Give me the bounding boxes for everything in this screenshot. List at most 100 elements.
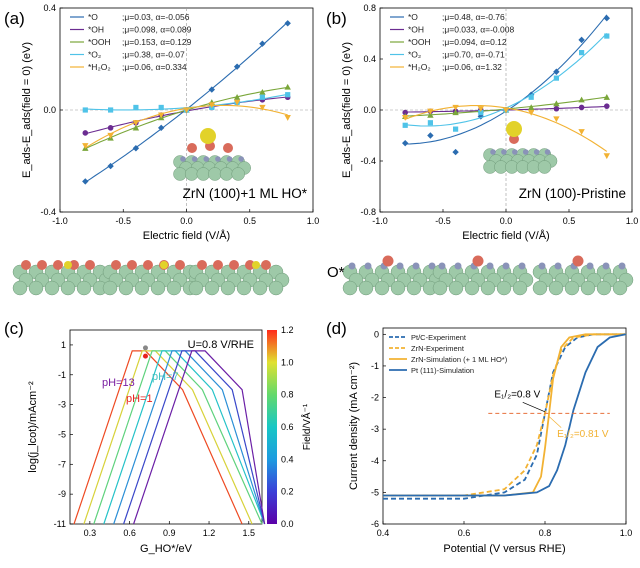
n-atom <box>191 156 198 162</box>
zr-atom <box>28 280 44 296</box>
zr-atom <box>12 280 28 296</box>
x-tick-label: 1.2 <box>203 528 216 538</box>
legend-name: Pt (111)-Simulation <box>411 366 474 375</box>
zr-atom <box>220 280 236 296</box>
x-tick-label: 0.0 <box>500 216 513 226</box>
annotation-ph1: pH=1 <box>126 393 153 405</box>
colorbar-tick-label: 0.8 <box>281 390 294 400</box>
zr-atom <box>102 280 118 296</box>
panel-label-d: (d) <box>326 319 347 338</box>
zr-atom <box>432 280 448 296</box>
x-tick-label: 0.6 <box>123 528 136 538</box>
data-point-OH <box>107 125 114 131</box>
n-atom <box>533 149 540 155</box>
chart-d: 0.4 0.6 0.8 1.0 0 -1 -2 -3 -4 -5 -6 Potential (V ve… <box>348 327 632 555</box>
series-line-3 <box>383 333 627 497</box>
chart-b: -1.0 -0.5 0.0 0.5 1.0 -0.8 -0.4 0.0 0.4 0.8 Electr… <box>341 3 638 242</box>
data-point-H2O2 <box>553 116 560 123</box>
data-point-H2O2 <box>208 102 215 109</box>
zr-atom <box>219 167 234 181</box>
h-atom <box>252 261 260 269</box>
activity-curve <box>123 350 266 525</box>
legend-stats: ;μ=0.098, α=0.089 <box>122 25 192 35</box>
data-point-O2 <box>133 104 139 111</box>
data-point-H2O2 <box>259 104 266 111</box>
y-tick-label: 0.4 <box>43 3 56 13</box>
legend-name: *H₂O₂ <box>88 62 111 72</box>
legend-name: *O₂ <box>88 50 101 60</box>
data-point-H2O2 <box>82 143 89 149</box>
zr-atom <box>464 280 480 296</box>
annotation-ph13: pH=13 <box>102 377 135 389</box>
data-point-O2 <box>604 33 610 39</box>
n-atom <box>348 262 356 270</box>
zr-atom <box>76 280 92 296</box>
chart-c: 0.3 0.6 0.9 1.2 1.5 1 -1 -3 -5 -7 -9 -11 G_HO*/eV log… <box>27 325 313 555</box>
y-tick-label: -5 <box>58 429 66 439</box>
data-point-H2O2 <box>502 107 510 114</box>
data-point-OOH <box>603 94 610 100</box>
colorbar <box>267 330 277 524</box>
zr-atom <box>196 167 211 181</box>
zr-atom <box>118 280 134 296</box>
zr-atom <box>612 280 628 296</box>
o-atom <box>21 260 31 270</box>
data-point-O2 <box>553 75 559 81</box>
data-point-O <box>452 148 459 156</box>
n-atom <box>490 149 496 155</box>
o-atom <box>111 260 121 270</box>
data-point-O <box>578 36 585 44</box>
data-point-O <box>233 63 241 70</box>
o-atom <box>213 260 223 270</box>
o-atom <box>223 143 233 153</box>
zr-atom <box>532 280 548 296</box>
y-axis-label: E_ads-E_ads(field = 0) (eV) <box>341 42 353 178</box>
data-point-O2 <box>579 50 585 56</box>
y-tick-label: 0.0 <box>43 105 56 115</box>
charge-density <box>506 121 522 137</box>
x-tick-label: 0.8 <box>539 528 552 538</box>
zr-atom <box>342 280 358 296</box>
legend-name: ZrN-Simulation (+ 1 ML HO*) <box>411 355 508 364</box>
data-point-O <box>553 68 560 75</box>
y-axis-label: log(j_lcot)/mAcm⁻² <box>27 381 39 473</box>
data-point-OOH <box>427 111 434 118</box>
n-atom <box>412 262 420 270</box>
data-point-OOH <box>259 88 266 95</box>
zr-atom <box>406 280 422 296</box>
data-point-O <box>402 139 409 147</box>
zr-atom <box>231 167 245 181</box>
n-atom <box>522 149 529 155</box>
series-line-0 <box>383 333 626 500</box>
structure-label: ZrN (100)+1 ML HO* <box>183 186 308 201</box>
n-atom <box>180 156 186 162</box>
data-point-OH <box>82 130 89 136</box>
o-atom <box>261 260 271 270</box>
zr-atom <box>208 167 222 181</box>
data-point-OH <box>402 109 409 116</box>
o-atom <box>143 260 153 270</box>
plot-frame <box>69 329 263 525</box>
x-axis-label: G_HO*/eV <box>140 543 193 555</box>
legend-name: *O <box>88 12 98 22</box>
legend-stats: ;μ=0.03, α=-0.056 <box>122 12 190 22</box>
data-point <box>142 345 148 351</box>
data-point-H2O2 <box>603 153 610 160</box>
legend-stats: ;μ=0.06, α=1.32 <box>442 62 502 72</box>
colorbar-tick-label: 0.2 <box>281 487 294 497</box>
data-point-O <box>259 40 266 47</box>
data-point-OH <box>578 104 585 111</box>
y-tick-label: 1 <box>61 340 66 350</box>
data-point-O <box>284 20 291 27</box>
zr-atom <box>166 280 182 296</box>
x-axis-label: Electric field (V/Å) <box>462 229 549 242</box>
legend-name: *O₂ <box>408 50 421 60</box>
legend-stats: ;μ=0.48, α=-0.76 <box>442 12 505 22</box>
n-atom <box>454 262 462 270</box>
annotation-arrow <box>548 416 562 428</box>
data-point-H2O2 <box>284 115 291 121</box>
data-point-O2 <box>82 107 88 113</box>
panel-label-b: (b) <box>326 9 347 28</box>
y-tick-label: -0.4 <box>360 156 376 166</box>
